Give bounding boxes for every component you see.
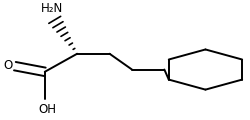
Text: H₂N: H₂N (41, 2, 63, 15)
Text: OH: OH (38, 103, 56, 116)
Text: O: O (3, 59, 12, 72)
